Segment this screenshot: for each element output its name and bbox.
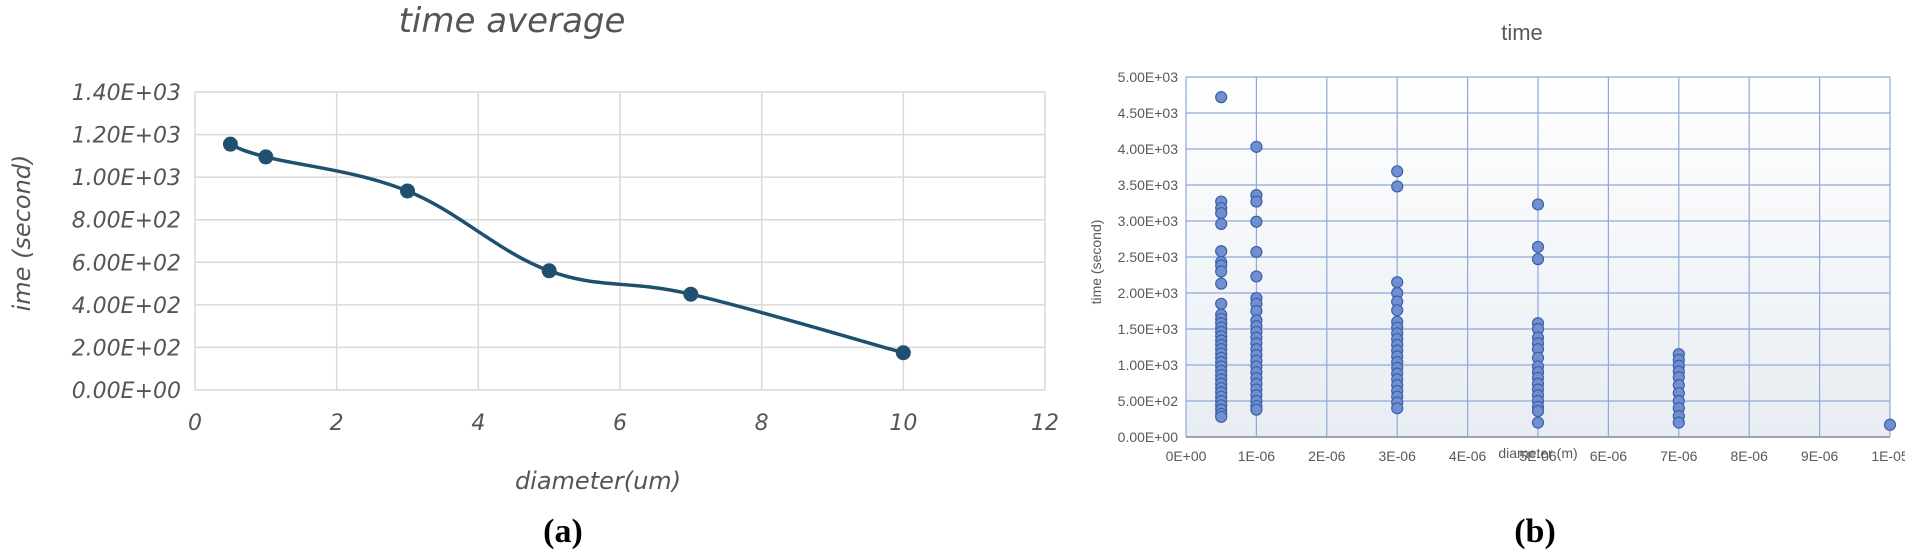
chart-a-y-tick-label: 1.00E+03	[72, 166, 181, 191]
chart-b-point	[1531, 404, 1545, 418]
chart-b-y-tick-label: 3.50E+03	[1118, 177, 1179, 193]
chart-a-series-line	[229, 142, 904, 355]
chart-b-x-tick-label: 8E-06	[1731, 448, 1769, 464]
chart-b-point	[1250, 140, 1263, 153]
chart-b-point	[1250, 403, 1263, 416]
chart-a-x-tick-label: 4	[471, 411, 485, 436]
chart-b-point	[1250, 270, 1263, 283]
chart-b-point	[1883, 418, 1897, 431]
chart-a-x-tick-label: 2	[330, 411, 344, 436]
chart-b-y-tick-label: 5.00E+03	[1118, 69, 1179, 85]
chart-a-point	[222, 136, 238, 152]
chart-b-point	[1531, 198, 1545, 211]
chart-b-point	[1672, 416, 1685, 429]
chart-b-point	[1391, 276, 1404, 289]
chart-b-point	[1531, 253, 1545, 266]
chart-a: time average 0.00E+00 2.00E+02 4.00E+02 6.0…	[8, 1, 1059, 550]
chart-b-point	[1250, 195, 1263, 208]
chart-a-x-axis-label: diameter(um)	[515, 467, 681, 495]
chart-b-point	[1391, 304, 1404, 317]
chart-b-y-tick-label: 0.00E+00	[1118, 429, 1179, 445]
chart-a-point	[683, 286, 699, 302]
chart-b-x-tick-label: 4E-06	[1449, 448, 1487, 464]
chart-b-y-tick-label: 3.00E+03	[1118, 213, 1179, 229]
chart-a-y-tick-label: 2.00E+02	[72, 336, 181, 361]
chart-a-y-tick-label: 1.20E+03	[72, 124, 181, 149]
chart-b-y-tick-label: 2.00E+03	[1118, 285, 1179, 301]
chart-b-point	[1215, 206, 1228, 220]
chart-b-x-tick-label: 1E-05	[1871, 448, 1905, 464]
chart-b-point	[1391, 180, 1404, 193]
chart-a-point	[895, 345, 911, 361]
chart-a-points	[222, 136, 911, 361]
chart-a-y-tick-label: 1.40E+03	[72, 81, 181, 106]
chart-b-point	[1391, 402, 1404, 415]
chart-b-point	[1215, 265, 1228, 278]
chart-b-x-tick-label: 1E-06	[1238, 448, 1276, 464]
chart-a-x-tick-label: 12	[1031, 411, 1059, 436]
chart-a-title: time average	[399, 1, 626, 41]
chart-a-y-ticks: 0.00E+00 2.00E+02 4.00E+02 6.00E+02 8.00E+02…	[72, 81, 181, 404]
chart-b-point	[1250, 245, 1263, 259]
chart-b-y-tick-label: 4.50E+03	[1118, 105, 1179, 121]
chart-b-point	[1250, 215, 1263, 228]
chart-b-point	[1215, 245, 1228, 258]
chart-b-point	[1215, 217, 1228, 230]
chart-b-x-tick-label: 3E-06	[1379, 448, 1417, 464]
panel-b-caption: (b)	[1514, 513, 1556, 550]
chart-a-x-tick-label: 0	[188, 411, 202, 436]
chart-a-y-tick-label: 8.00E+02	[72, 209, 181, 234]
chart-b-x-tick-label: 5E-06	[1519, 448, 1557, 464]
chart-a-point	[258, 149, 274, 165]
chart-b-point	[1215, 297, 1228, 310]
chart-a-y-tick-label: 6.00E+02	[72, 251, 181, 276]
chart-b-point	[1215, 277, 1228, 290]
chart-b-x-tick-label: 2E-06	[1308, 448, 1346, 464]
chart-b-y-tick-label: 1.50E+03	[1118, 321, 1179, 337]
chart-b-y-tick-label: 4.00E+03	[1118, 141, 1179, 157]
chart-a-x-tick-label: 8	[755, 411, 769, 436]
chart-b-title: time	[1501, 20, 1543, 45]
chart-a-y-tick-label: 0.00E+00	[72, 379, 181, 404]
chart-b-y-tick-label: 5.00E+02	[1118, 393, 1179, 409]
chart-b-point	[1531, 416, 1545, 429]
chart-b-x-axis-label: diameter (m)	[1498, 445, 1577, 461]
chart-b-points	[1215, 91, 1897, 431]
chart-a-x-tick-label: 6	[613, 411, 627, 436]
chart-b-x-tick-label: 7E-06	[1660, 448, 1698, 464]
chart-b-point	[1531, 240, 1545, 254]
chart-b-x-tick-label: 6E-06	[1590, 448, 1628, 464]
chart-a-y-tick-label: 4.00E+02	[72, 294, 181, 319]
chart-a-point	[400, 183, 415, 199]
chart-a-point	[541, 263, 557, 279]
chart-a-x-tick-label: 10	[889, 411, 917, 436]
chart-b-y-tick-label: 2.50E+03	[1118, 249, 1179, 265]
chart-b-point	[1391, 165, 1404, 178]
chart-b-y-ticks: 0.00E+00 5.00E+02 1.00E+03 1.50E+03 2.00E+03…	[1118, 69, 1179, 445]
chart-b-x-tick-label: 9E-06	[1801, 448, 1839, 464]
chart-b-y-tick-label: 1.00E+03	[1118, 357, 1179, 373]
chart-a-grid	[194, 91, 1046, 391]
panel-a-caption: (a)	[543, 513, 583, 550]
chart-b-y-axis-label: time (second)	[1088, 220, 1104, 305]
chart-b: time 0.00E+00 5.00E+02 1.00E+03 1.50E+03 2.0…	[1088, 20, 1905, 550]
chart-b-point	[1215, 91, 1228, 104]
chart-b-point	[1215, 410, 1228, 423]
chart-a-x-ticks: 0 2 4 6 8 10 12	[188, 411, 1059, 436]
chart-b-x-tick-label: 0E+00	[1166, 448, 1207, 464]
chart-b-x-ticks: 0E+00 1E-06 2E-06 3E-06 4E-06 5E-06 6E-06 7E-06…	[1166, 448, 1905, 464]
chart-a-y-axis-label: ime (second)	[8, 155, 36, 312]
